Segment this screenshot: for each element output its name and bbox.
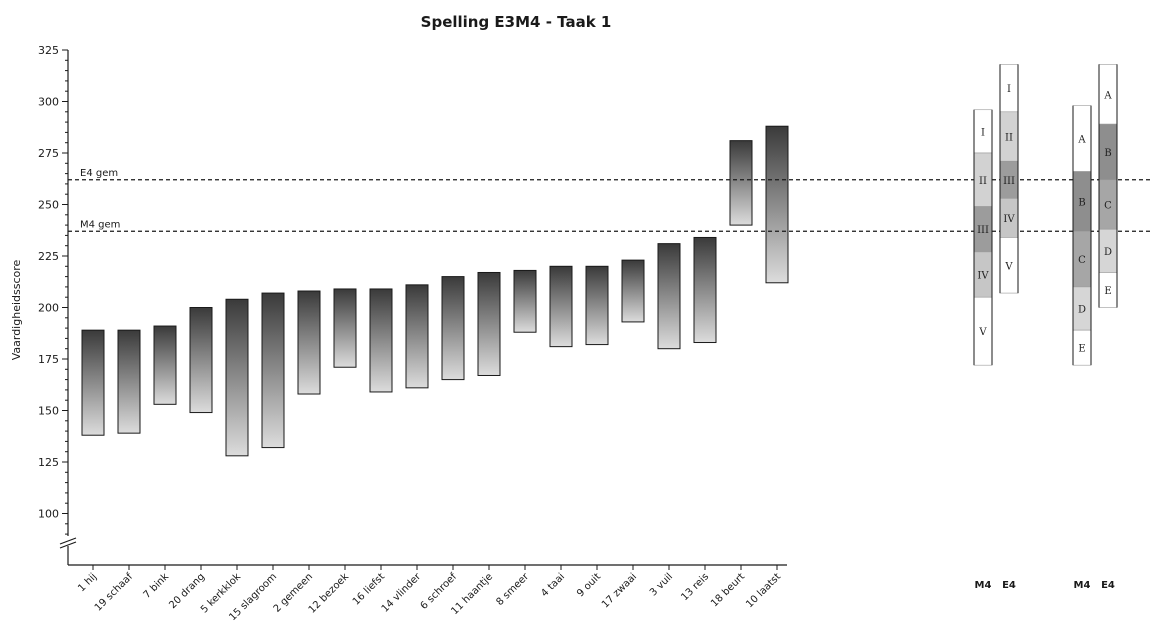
range-bar <box>441 276 465 381</box>
y-tick-label: 200 <box>38 302 59 315</box>
y-tick-label: 225 <box>38 250 59 263</box>
y-tick-label: 325 <box>38 44 59 57</box>
norm-band-label: D <box>1078 305 1086 316</box>
range-bar <box>261 292 285 449</box>
norm-band-label: I <box>1007 84 1011 95</box>
norm-column-label: E4 <box>1101 580 1115 591</box>
range-bar <box>513 269 537 333</box>
range-bar <box>189 307 213 414</box>
norm-band-label: E <box>1104 286 1111 297</box>
x-tick-label: 7 bink <box>142 571 172 601</box>
x-tick-label: 13 reis <box>679 571 711 603</box>
norm-band-label: IV <box>1003 214 1015 225</box>
axis-break-mark <box>59 537 77 545</box>
norm-band-label: A <box>1103 90 1112 101</box>
norm-column-label: M4 <box>1074 580 1091 591</box>
norm-band-label: IV <box>977 271 989 282</box>
norm-band-label: C <box>1104 201 1112 212</box>
reference-line-label: E4 gem <box>80 168 118 179</box>
norm-band-label: II <box>979 176 987 187</box>
x-tick-label: 3 vuil <box>648 571 675 598</box>
norm-band-label: III <box>977 225 989 236</box>
norm-band-label: E <box>1078 344 1085 355</box>
range-bar <box>621 259 645 323</box>
range-bar <box>549 265 573 348</box>
range-bar <box>225 298 249 457</box>
range-bar <box>477 271 501 376</box>
norm-band-label: C <box>1078 255 1086 266</box>
norm-band-label: V <box>1004 261 1013 272</box>
range-bar <box>585 265 609 346</box>
y-tick-label: 300 <box>38 96 59 109</box>
range-bar <box>153 325 177 405</box>
x-tick-label: 1 hij <box>76 571 99 594</box>
norm-band-label: D <box>1104 247 1112 258</box>
range-bar <box>81 329 105 436</box>
y-tick-label: 275 <box>38 147 59 160</box>
x-tick-label: 19 schaaf <box>93 571 136 614</box>
x-tick-label: 16 liefst <box>351 571 387 607</box>
norm-band-label: II <box>1005 133 1013 144</box>
x-tick-label: 17 zwaai <box>600 571 639 610</box>
y-tick-label: 100 <box>38 508 59 521</box>
norm-column-label: E4 <box>1002 580 1016 591</box>
range-bar <box>765 125 789 284</box>
norm-band-label: A <box>1077 135 1086 146</box>
y-axis-label: Vaardigheidsscore <box>10 259 23 360</box>
x-tick-label: 8 smeer <box>494 571 531 608</box>
norm-band-label: B <box>1104 148 1111 159</box>
y-tick-label: 250 <box>38 199 59 212</box>
range-bar <box>405 284 429 389</box>
x-tick-label: 4 taai <box>539 571 567 599</box>
y-tick-label: 125 <box>38 456 59 469</box>
chart-title: Spelling E3M4 - Taak 1 <box>421 13 612 31</box>
x-tick-label: 9 ouit <box>575 571 603 599</box>
range-bar <box>369 288 393 393</box>
x-tick-label: 10 laatst <box>744 571 783 610</box>
range-bar <box>297 290 321 395</box>
y-tick-label: 175 <box>38 353 59 366</box>
norm-band-label: I <box>981 127 985 138</box>
range-bar <box>117 329 141 434</box>
range-bar <box>657 243 681 350</box>
axis-break-mark <box>59 541 77 549</box>
x-tick-label: 18 beurt <box>709 571 747 609</box>
norm-column-label: M4 <box>975 580 992 591</box>
y-tick-label: 150 <box>38 405 59 418</box>
norm-band-label: B <box>1078 197 1085 208</box>
norm-band-label: III <box>1003 176 1015 187</box>
reference-line-label: M4 gem <box>80 219 120 230</box>
range-bar <box>693 236 717 344</box>
range-bar <box>333 288 357 368</box>
range-bar <box>729 140 753 226</box>
norm-band-label: V <box>978 327 987 338</box>
x-tick-label: 14 vlinder <box>380 571 424 615</box>
